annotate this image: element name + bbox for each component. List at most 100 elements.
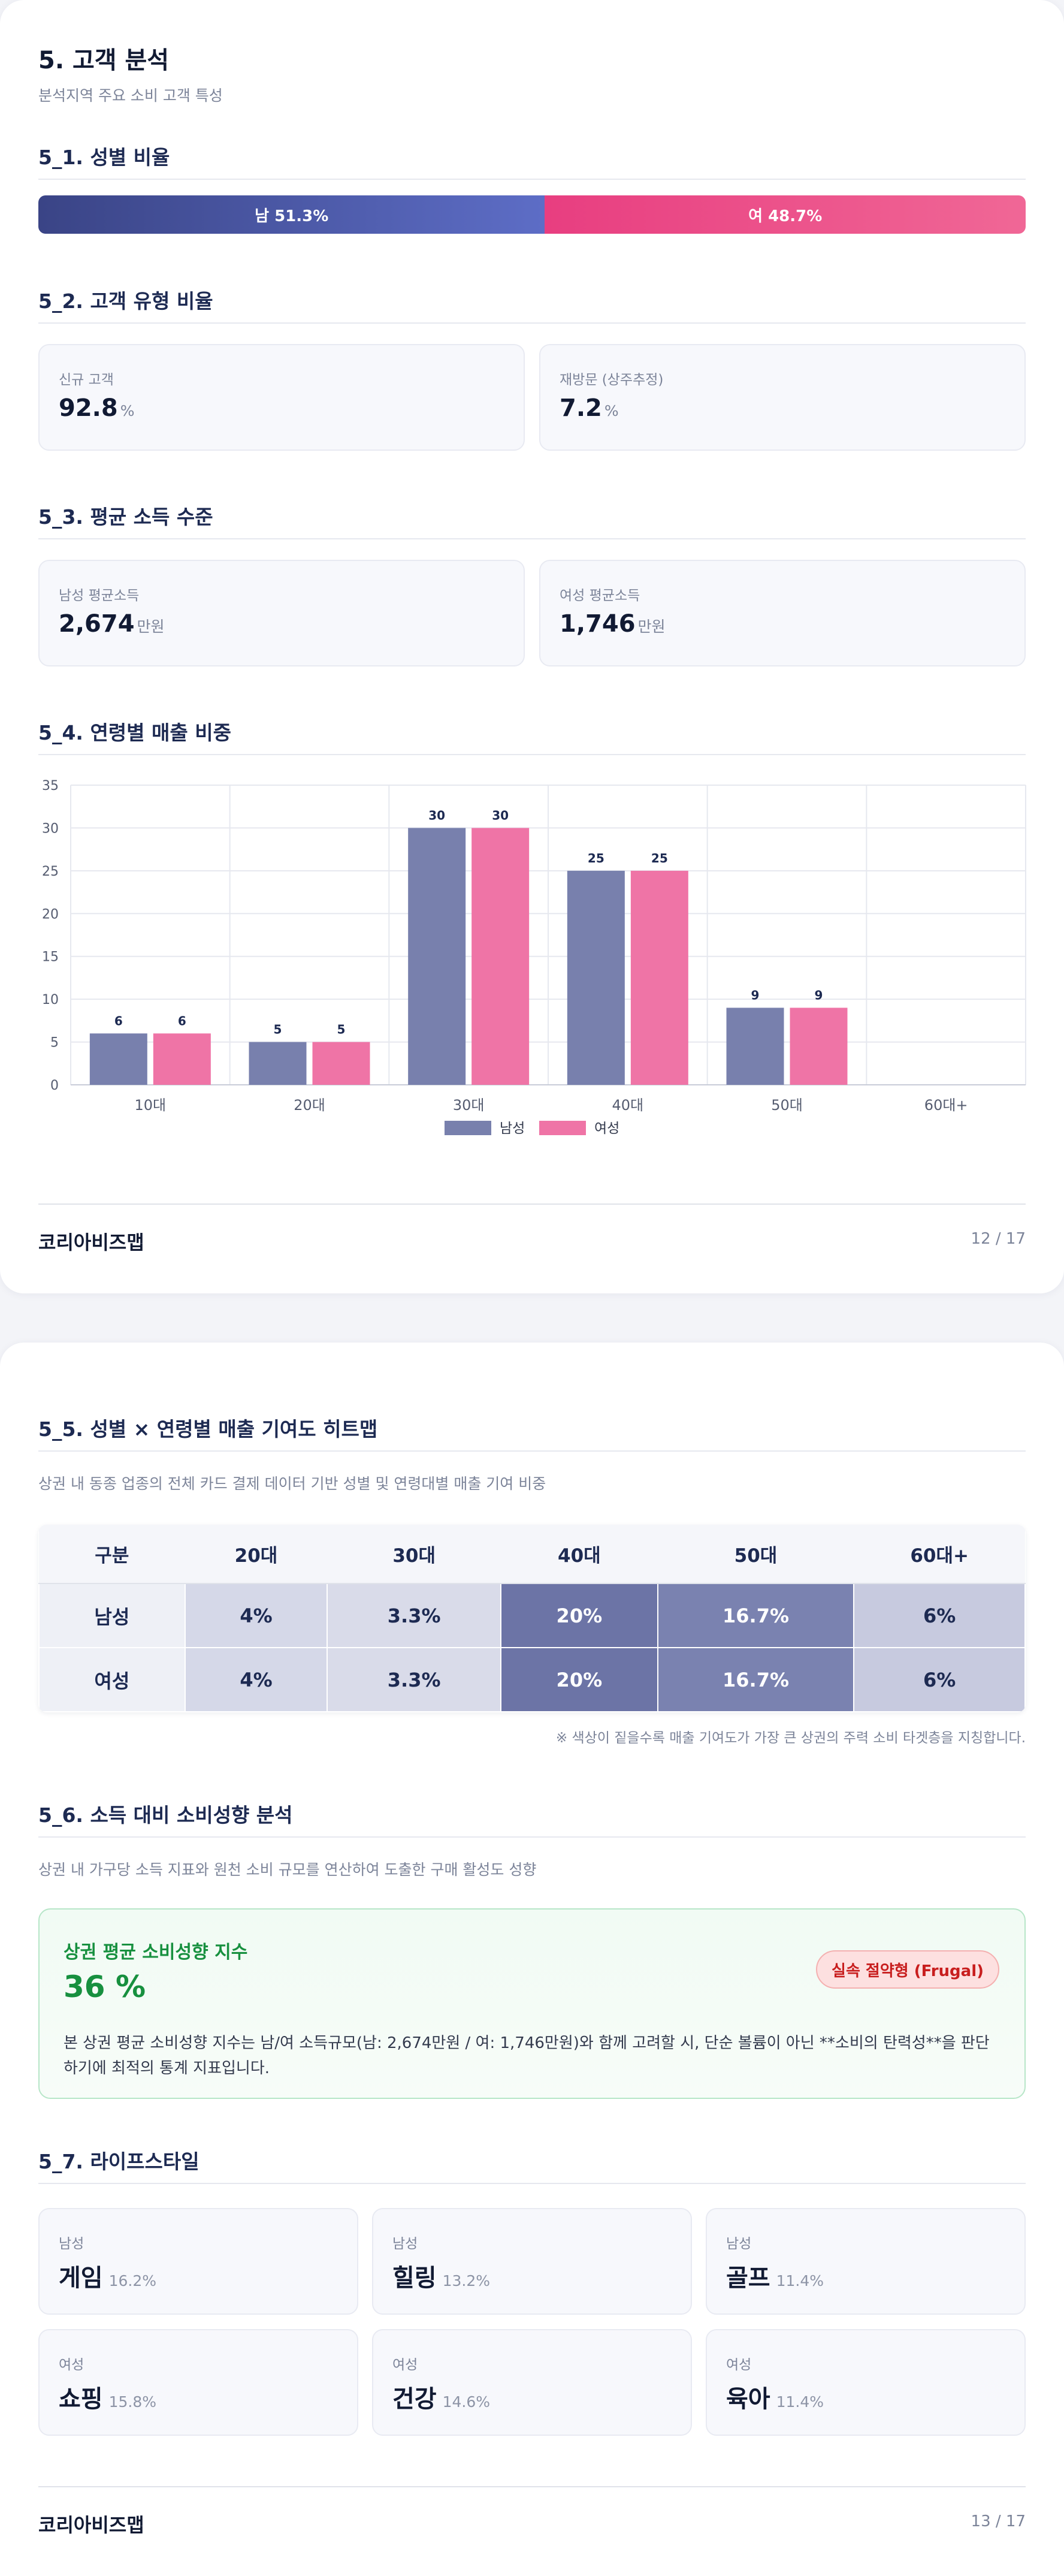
male-income-label: 남성 평균소득 [59,588,140,604]
age-sales-bar-chart: 0 5 10 15 20 25 30 35 6 6 10대 5 5 20대 30 30 30대 25 25 40대 9 9… [42,779,1026,1136]
lifestyle-gender: 여성 [392,2357,418,2373]
returning-customer-card: 재방문 (상주추정) 7.2% [539,344,1026,451]
data-label: 25 [588,851,604,865]
x-tick-label: 10대 [135,1097,167,1114]
lifestyle-card: 남성 골프 11.4% [706,2208,1026,2315]
male-income-card: 남성 평균소득 2,674 만원 [38,560,525,666]
lifestyle-card: 남성 힐링 13.2% [372,2208,692,2315]
propensity-index-card: 상권 평균 소비성향 지수 36 % 실속 절약형 (Frugal) 본 상권 … [38,1908,1026,2099]
returning-customer-value: 7.2% [560,394,619,422]
y-tick-label: 15 [42,950,59,965]
heatmap-col-header: 50대 [657,1525,854,1584]
section-heading-heatmap: 5_5. 성별 × 연령별 매출 기여도 히트맵 [38,1413,1026,1452]
page-number: 12 / 17 [971,1230,1026,1248]
bar-female [153,1033,211,1085]
heatmap-cell: 4% [184,1583,328,1648]
lifestyle-card: 남성 게임 16.2% [38,2208,358,2315]
bar-male [726,1008,784,1085]
section-heading-customer-type: 5_2. 고객 유형 비율 [38,285,1026,324]
returning-customer-label: 재방문 (상주추정) [560,372,664,388]
heatmap-header-row: 구분 20대 30대 40대 50대 60대+ [39,1525,1025,1584]
heatmap-cell: 20% [500,1583,658,1648]
lifestyle-gender: 남성 [392,2236,418,2252]
data-label: 30 [428,808,445,822]
bar-female [790,1008,848,1085]
male-income-value: 2,674 만원 [59,610,165,638]
brand-name: 코리아비즈맵 [38,2514,144,2536]
legend-swatch [445,1121,491,1135]
section-heading-income: 5_3. 평균 소득 수준 [38,501,1026,539]
y-tick-label: 25 [42,864,59,879]
legend-label: 남성 [500,1121,525,1136]
data-label: 9 [815,988,823,1002]
lifestyle-card: 여성 건강 14.6% [372,2329,692,2436]
heatmap-row-male: 남성 4% 3.3% 20% 16.7% 6% [38,1583,1026,1648]
lifestyle-item: 쇼핑 15.8% [59,2385,157,2413]
heatmap-cell: 4% [184,1647,328,1712]
propensity-index-value: 36 % [64,1969,146,2004]
bar-male [567,870,625,1085]
brand-name: 코리아비즈맵 [38,1231,144,1254]
section-heading-age-sales: 5_4. 연령별 매출 비중 [38,717,1026,755]
bar-female [471,828,530,1085]
section-heading-propensity: 5_6. 소득 대비 소비성향 분석 [38,1799,1026,1838]
heatmap-col-header: 20대 [185,1525,328,1584]
lifestyle-item: 골프 11.4% [726,2264,824,2292]
heatmap-cell: 20% [500,1647,658,1712]
female-ratio-segment: 여 48.7% [545,195,1026,234]
x-tick-label: 30대 [453,1097,485,1114]
y-tick-label: 20 [42,907,59,922]
data-label: 6 [114,1013,123,1028]
propensity-index-title: 상권 평균 소비성향 지수 [64,1942,248,1963]
x-tick-label: 40대 [612,1097,644,1114]
bar-female [630,870,688,1085]
new-customer-label: 신규 고객 [59,372,114,388]
heatmap-col-header: 30대 [327,1525,501,1584]
lifestyle-item: 게임 16.2% [59,2264,157,2292]
y-tick-label: 35 [42,779,59,794]
page-footer: 코리아비즈맵 13 / 17 [38,2486,1026,2536]
data-label: 9 [751,988,760,1002]
x-tick-label: 50대 [771,1097,803,1114]
section-heading-lifestyle: 5_7. 라이프스타일 [38,2146,1026,2184]
heatmap-note: ※ 색상이 짙을수록 매출 기여도가 가장 큰 상권의 주력 소비 타겟층을 지… [555,1730,1026,1746]
lifestyle-card: 여성 육아 11.4% [706,2329,1026,2436]
heatmap-cell: 3.3% [327,1583,501,1648]
new-customer-value: 92.8% [59,394,135,422]
heatmap-col-header: 40대 [501,1525,658,1584]
lifestyle-gender: 남성 [726,2236,752,2252]
lifestyle-card: 여성 쇼핑 15.8% [38,2329,358,2436]
new-customer-card: 신규 고객 92.8% [38,344,525,451]
y-tick-label: 0 [50,1078,59,1093]
data-label: 5 [274,1022,282,1037]
heatmap-cell: 6% [853,1583,1026,1648]
male-ratio-segment: 남 51.3% [38,195,545,234]
lifestyle-item: 건강 14.6% [392,2385,491,2413]
propensity-description: 상권 내 가구당 소득 지표와 원천 소비 규모를 연산하여 도출한 구매 활성… [38,1861,537,1878]
bar-male [89,1033,147,1085]
y-tick-label: 10 [42,993,59,1008]
heatmap-row-label: 여성 [38,1647,186,1712]
heatmap-table: 구분 20대 30대 40대 50대 60대+ 남성 4% 3.3% 20% 1… [38,1525,1026,1712]
y-tick-label: 5 [50,1036,59,1051]
report-page-13: 5_5. 성별 × 연령별 매출 기여도 히트맵 상권 내 동종 업종의 전체 … [0,1343,1064,2576]
propensity-type-badge: 실속 절약형 (Frugal) [816,1950,999,1989]
heatmap-col-header: 구분 [39,1525,185,1584]
data-label: 5 [337,1022,346,1037]
propensity-index-text: 본 상권 평균 소비성향 지수는 남/여 소득규모(남: 2,674만원 / 여… [64,2034,990,2077]
data-label: 6 [178,1013,186,1028]
female-income-card: 여성 평균소득 1,746 만원 [539,560,1026,666]
page-footer: 코리아비즈맵 12 / 17 [38,1203,1026,1254]
report-page-12: 5. 고객 분석 분석지역 주요 소비 고객 특성 5_1. 성별 비율 남 5… [0,0,1064,1293]
page-number: 13 / 17 [971,2512,1026,2530]
heatmap-col-header: 60대+ [854,1525,1025,1584]
bar-female [312,1042,370,1085]
lifestyle-gender: 여성 [59,2357,84,2373]
lifestyle-item: 힐링 13.2% [392,2264,491,2292]
heatmap-cell: 6% [853,1647,1026,1712]
y-tick-label: 30 [42,821,59,836]
legend-label: 여성 [594,1121,619,1136]
female-income-label: 여성 평균소득 [560,588,640,604]
lifestyle-gender: 남성 [59,2236,84,2252]
female-income-value: 1,746 만원 [560,610,666,638]
